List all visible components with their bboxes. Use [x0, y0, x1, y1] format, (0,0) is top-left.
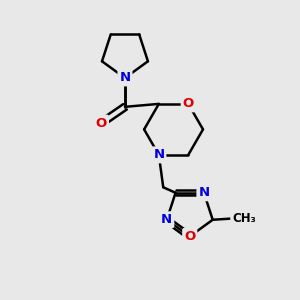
- Text: N: N: [119, 71, 130, 85]
- Text: O: O: [96, 116, 107, 130]
- Text: N: N: [153, 148, 164, 161]
- Text: N: N: [198, 186, 209, 199]
- Text: O: O: [184, 230, 195, 243]
- Text: CH₃: CH₃: [232, 212, 256, 225]
- Text: N: N: [161, 213, 172, 226]
- Text: O: O: [183, 98, 194, 110]
